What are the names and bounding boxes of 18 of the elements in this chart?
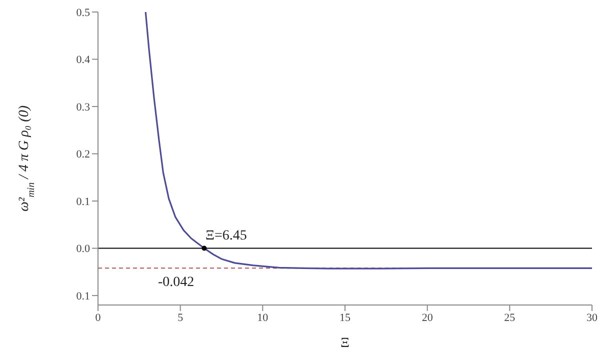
x-tick-label: 0 [95, 312, 102, 324]
y-tick-label: 0.0 [76, 243, 90, 256]
ref-line-label: -0.042 [158, 275, 194, 290]
x-tick-label: 10 [257, 312, 269, 324]
y-tick-label: 0.2 [76, 148, 90, 161]
x-axis-title: Ξ [340, 336, 350, 351]
x-tick-label: 5 [178, 312, 184, 324]
y-tick-label: 0.1 [76, 196, 90, 208]
line-series [144, 12, 592, 270]
y-tick-label: 0.5 [76, 6, 90, 19]
x-tick-label: 15 [340, 312, 351, 324]
y-tick-label: 0.1 [76, 290, 90, 302]
annotation: Ξ=6.45 [206, 228, 247, 244]
y-tick-label: 0.3 [76, 101, 90, 114]
y-tick-label: 0.4 [76, 54, 90, 66]
x-tick-label: 25 [504, 312, 516, 324]
x-tick-label: 20 [422, 312, 434, 324]
x-tick-label: 30 [586, 312, 598, 324]
